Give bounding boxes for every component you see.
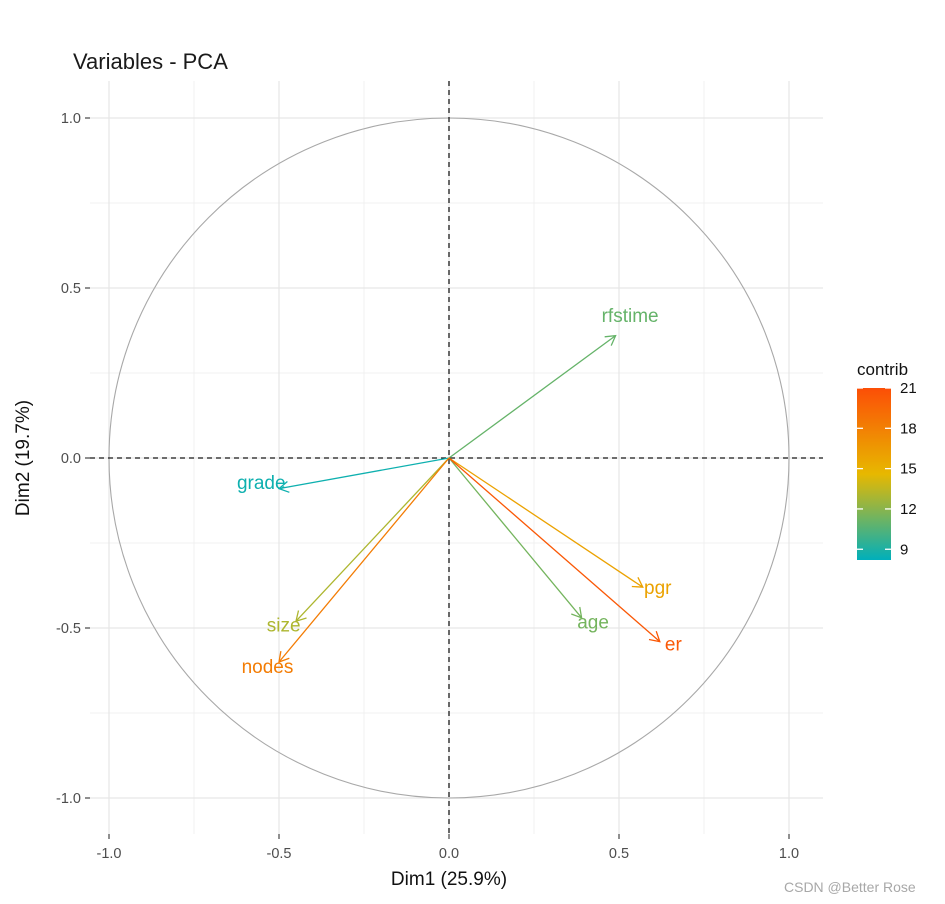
variable-label-size: size	[267, 615, 301, 636]
arrow-pgr	[448, 457, 644, 588]
arrow-er	[448, 457, 661, 643]
x-tick-label: 0.5	[609, 846, 629, 862]
legend-colorbar	[857, 388, 891, 560]
arrowhead-er	[648, 630, 661, 643]
y-axis-title: Dim2 (19.7%)	[13, 400, 34, 516]
x-tick-label: 1.0	[779, 846, 799, 862]
y-tick-label: 0.0	[61, 451, 81, 467]
x-tick-label: -1.0	[97, 846, 122, 862]
arrow-rfstime	[448, 335, 616, 459]
variable-label-rfstime: rfstime	[602, 306, 659, 327]
legend-tick-label: 9	[900, 541, 908, 558]
variable-label-nodes: nodes	[242, 657, 294, 678]
legend: contrib 9 12 15 18 21	[857, 360, 917, 560]
variable-label-pgr: pgr	[644, 578, 672, 599]
x-tick-label: 0.0	[439, 846, 459, 862]
variable-label-er: er	[665, 634, 683, 655]
arrowhead-rfstime	[604, 334, 617, 346]
arrowhead-grade	[277, 481, 290, 493]
legend-title: contrib	[857, 360, 908, 379]
watermark-text: CSDN @Better Rose	[784, 879, 916, 895]
arrowhead-age	[571, 606, 583, 619]
y-tick-label: -0.5	[56, 621, 81, 637]
variable-labels: rfstime grade size nodes age pgr er	[237, 306, 683, 678]
x-tick-label: -0.5	[267, 846, 292, 862]
arrow-size	[295, 457, 450, 622]
legend-tick-label: 18	[900, 420, 917, 437]
y-tick-label: 0.5	[61, 281, 81, 297]
variable-label-grade: grade	[237, 473, 286, 494]
y-tick-label: 1.0	[61, 111, 81, 127]
arrowhead-nodes	[278, 651, 290, 663]
axis-ticks: -1.0 -0.5 0.0 0.5 1.0 -1.0 -0.5 0.0 0.5 1.0	[56, 111, 799, 862]
y-tick-label: -1.0	[56, 791, 81, 807]
legend-tick-label: 21	[900, 380, 917, 397]
arrowhead-size	[295, 610, 307, 623]
x-axis-title: Dim1 (25.9%)	[391, 869, 507, 890]
legend-tick-label: 12	[900, 501, 917, 518]
arrow-age	[448, 457, 583, 619]
variable-label-age: age	[577, 613, 609, 634]
legend-tick-label: 15	[900, 461, 917, 478]
chart-title: Variables - PCA	[73, 49, 228, 74]
arrow-grade	[278, 457, 450, 490]
arrowhead-pgr	[631, 577, 644, 588]
variable-arrows	[277, 334, 661, 663]
arrow-nodes	[278, 457, 450, 663]
